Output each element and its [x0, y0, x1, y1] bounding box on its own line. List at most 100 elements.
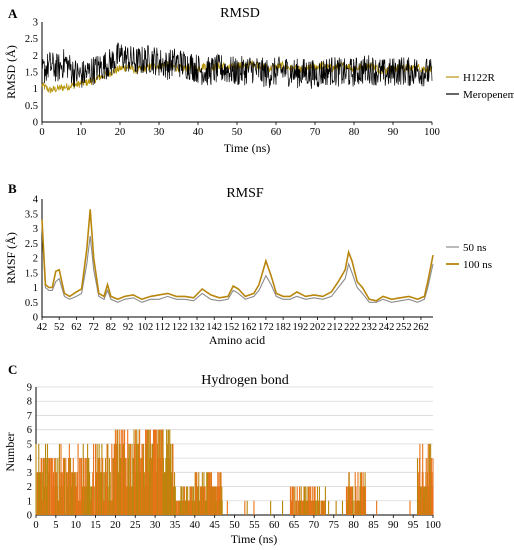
x-tick-label: 15: [90, 520, 101, 531]
rmsf-panel: B RMSF RMSF (Å) Amino acid 0 0.5 1 1.5 2 2.5 3…: [4, 181, 492, 347]
y-tick-label: 2.5: [25, 34, 38, 45]
y-tick-label: 7: [27, 411, 32, 422]
y-tick-label: 0.5: [25, 298, 38, 309]
legend-label: H122R: [463, 72, 495, 84]
legend-label: 50 ns: [463, 242, 487, 254]
y-tick-label: 6: [27, 425, 32, 436]
rmsf-x-label: Amino acid: [209, 333, 265, 347]
y-tick-label: 2.5: [25, 239, 38, 250]
x-tick-label: 82: [106, 322, 117, 333]
x-tick-label: 10: [70, 520, 81, 531]
legend-label: Meropenem: [463, 89, 514, 101]
x-tick-label: 112: [155, 322, 170, 333]
x-tick-label: 0: [33, 520, 38, 531]
x-tick-label: 182: [275, 322, 291, 333]
hbond-panel: C Hydrogen bond Number Time (ns) 0123456…: [3, 362, 441, 546]
series-line-meropenem: [41, 42, 433, 89]
x-tick-label: 55: [249, 520, 260, 531]
hbond-y-label: Number: [3, 432, 17, 471]
y-tick-label: 4: [33, 195, 39, 206]
y-tick-label: 9: [27, 383, 32, 394]
x-tick-label: 5: [53, 520, 58, 531]
y-tick-label: 0: [33, 313, 38, 324]
rmsd-title: RMSD: [220, 6, 260, 21]
x-tick-label: 35: [170, 520, 181, 531]
x-tick-label: 262: [413, 322, 429, 333]
rmsd-y-label: RMSD (Å): [4, 45, 18, 99]
y-tick-label: 1: [33, 283, 38, 294]
y-tick-label: 2: [33, 51, 38, 62]
x-tick-label: 40: [190, 520, 201, 531]
x-tick-label: 40: [193, 127, 204, 138]
y-tick-label: 8: [27, 397, 32, 408]
x-tick-label: 30: [154, 127, 165, 138]
x-tick-label: 20: [115, 127, 126, 138]
x-tick-label: 132: [189, 322, 205, 333]
x-tick-label: 72: [88, 322, 99, 333]
x-tick-label: 60: [269, 520, 280, 531]
x-tick-label: 25: [130, 520, 141, 531]
panel-letter-b: B: [8, 181, 17, 196]
rmsd-x-label: Time (ns): [224, 141, 271, 155]
x-tick-label: 90: [388, 127, 399, 138]
x-tick-label: 90: [388, 520, 399, 531]
y-tick-label: 3: [27, 468, 32, 479]
rmsf-y-label: RMSF (Å): [4, 232, 18, 284]
x-tick-label: 65: [289, 520, 300, 531]
x-tick-label: 52: [54, 322, 65, 333]
y-tick-label: 2: [33, 254, 38, 265]
x-tick-label: 242: [379, 322, 395, 333]
x-tick-label: 95: [408, 520, 419, 531]
y-tick-label: 1: [27, 496, 32, 507]
x-tick-label: 92: [123, 322, 134, 333]
rmsf-title: RMSF: [226, 186, 264, 201]
x-tick-label: 70: [309, 520, 320, 531]
y-tick-label: 0.5: [25, 101, 38, 112]
x-tick-label: 70: [310, 127, 321, 138]
y-tick-label: 5: [27, 439, 32, 450]
x-tick-label: 50: [229, 520, 240, 531]
legend-label: 100 ns: [463, 259, 492, 271]
y-tick-label: 0: [33, 118, 38, 129]
x-tick-label: 62: [71, 322, 82, 333]
x-tick-label: 102: [137, 322, 153, 333]
x-tick-label: 152: [224, 322, 240, 333]
y-tick-label: 3: [33, 18, 38, 29]
x-tick-label: 222: [344, 322, 360, 333]
x-tick-label: 85: [368, 520, 379, 531]
x-tick-label: 122: [172, 322, 188, 333]
x-tick-label: 192: [292, 322, 308, 333]
x-tick-label: 142: [206, 322, 222, 333]
x-tick-label: 80: [348, 520, 359, 531]
x-tick-label: 42: [37, 322, 48, 333]
x-tick-label: 172: [258, 322, 274, 333]
x-tick-label: 162: [241, 322, 257, 333]
y-tick-label: 0: [27, 511, 32, 522]
x-tick-label: 232: [361, 322, 377, 333]
x-tick-label: 45: [209, 520, 220, 531]
series-line-100-ns: [41, 209, 434, 302]
rmsd-panel: A RMSD RMSD (Å) Time (ns) 00.511.522.530…: [4, 6, 514, 155]
y-tick-label: 2: [27, 482, 32, 493]
x-tick-label: 80: [349, 127, 360, 138]
hbond-title: Hydrogen bond: [201, 373, 289, 388]
x-tick-label: 10: [76, 127, 87, 138]
y-tick-label: 1: [33, 84, 38, 95]
panel-letter-a: A: [8, 6, 18, 21]
x-tick-label: 20: [110, 520, 121, 531]
series-line-50-ns: [41, 225, 434, 303]
y-tick-label: 3.5: [25, 209, 38, 220]
x-tick-label: 75: [329, 520, 340, 531]
y-tick-label: 4: [27, 454, 33, 465]
y-tick-label: 3: [33, 224, 38, 235]
x-tick-label: 30: [150, 520, 161, 531]
x-tick-label: 50: [232, 127, 243, 138]
y-tick-label: 1.5: [25, 68, 38, 79]
x-tick-label: 0: [39, 127, 44, 138]
x-tick-label: 100: [424, 127, 440, 138]
x-tick-label: 100: [425, 520, 441, 531]
panel-letter-c: C: [8, 362, 17, 377]
hbond-x-label: Time (ns): [231, 532, 278, 546]
y-tick-label: 1.5: [25, 268, 38, 279]
